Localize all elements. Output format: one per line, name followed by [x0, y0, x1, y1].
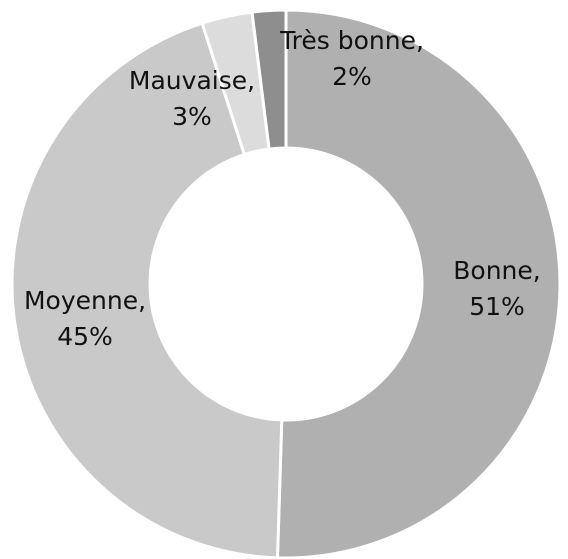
slice — [275, 8, 562, 559]
slice — [250, 8, 288, 151]
slice-value: 2% — [332, 62, 372, 91]
slice-value: 3% — [172, 102, 212, 131]
slice-label: Très bonne, — [279, 26, 424, 55]
slice-value: 45% — [57, 322, 113, 351]
slice-value: 51% — [469, 292, 525, 321]
slice-label: Bonne, — [453, 256, 540, 285]
slice-label: Moyenne, — [24, 286, 146, 315]
slice-label: Mauvaise, — [129, 66, 255, 95]
slice — [10, 21, 284, 559]
